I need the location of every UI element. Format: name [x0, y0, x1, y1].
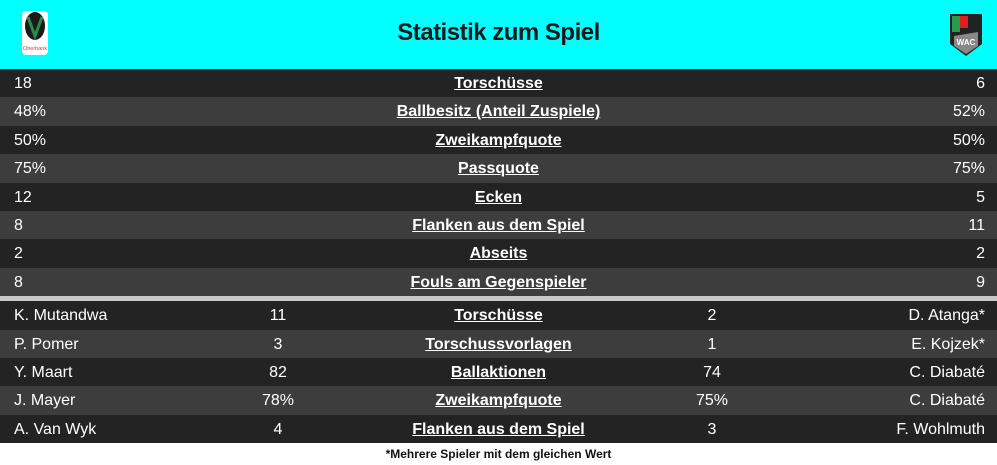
- away-player: C. Diabaté: [909, 363, 985, 381]
- stat-label: Torschussvorlagen: [425, 335, 572, 353]
- home-value: 78%: [261, 392, 295, 410]
- stat-label: Flanken aus dem Spiel: [412, 216, 585, 234]
- player-stat-row: J. Mayer 78% Zweikampfquote 75% C. Diabaté: [0, 386, 997, 415]
- away-team-logo-icon: WAC: [950, 14, 982, 56]
- stat-label: Torschüsse: [454, 307, 543, 325]
- header: Oberbank Statistik zum Spiel WAC: [0, 0, 997, 69]
- home-player: A. Van Wyk: [14, 420, 97, 438]
- home-player: Y. Maart: [14, 363, 73, 381]
- home-value: 3: [273, 335, 283, 353]
- stat-label: Passquote: [458, 160, 539, 178]
- home-logo-text: Oberbank: [23, 46, 47, 52]
- away-logo-text: WAC: [957, 38, 976, 47]
- team-stat-row: 2 Abseits 2: [0, 239, 997, 268]
- away-value: 5: [976, 188, 985, 206]
- home-player: K. Mutandwa: [14, 307, 108, 325]
- section-divider: [0, 296, 997, 302]
- away-value: 6: [976, 75, 985, 92]
- home-value: 4: [273, 420, 283, 438]
- stat-label: Ballaktionen: [450, 363, 547, 381]
- stat-label: Fouls am Gegenspieler: [410, 273, 587, 291]
- away-player: C. Diabaté: [909, 392, 985, 410]
- home-value: 12: [14, 188, 32, 206]
- home-team-logo-icon: Oberbank: [22, 11, 48, 55]
- team-stat-row: 8 Fouls am Gegenspieler 9: [0, 267, 997, 297]
- away-value: 2: [707, 307, 717, 325]
- away-value: 75%: [695, 392, 729, 410]
- home-value: 75%: [14, 160, 47, 178]
- player-stats-table: K. Mutandwa 11 Torschüsse 2 D. Atanga* P. Po…: [0, 301, 997, 444]
- home-value: 8: [14, 216, 23, 234]
- team-stat-row: 12 Ecken 5: [0, 182, 997, 211]
- home-value: 50%: [14, 131, 47, 149]
- away-value: 50%: [952, 131, 985, 149]
- team-stat-row: 48% Ballbesitz (Anteil Zuspiele) 52%: [0, 97, 997, 126]
- home-value: 8: [14, 273, 23, 291]
- stat-label: Zweikampfquote: [435, 131, 562, 149]
- away-value: 74: [703, 363, 721, 381]
- team-stats-table: 18 Torschüsse 6 48% Ballbesitz (Anteil Zusp…: [0, 69, 997, 297]
- away-value: 1: [707, 335, 717, 353]
- team-stat-row: 50% Zweikampfquote 50%: [0, 125, 997, 155]
- team-stat-row: 75% Passquote 75%: [0, 154, 997, 183]
- stat-label: Ecken: [474, 188, 523, 206]
- page-title: Statistik zum Spiel: [397, 19, 600, 46]
- stat-label: Zweikampfquote: [435, 392, 562, 410]
- away-player: E. Kojzek*: [911, 335, 985, 353]
- player-stat-row: A. Van Wyk 4 Flanken aus dem Spiel 3 F. Wohl…: [0, 414, 997, 444]
- footnote: *Mehrere Spieler mit dem gleichen Wert: [385, 447, 612, 462]
- team-stat-row: 18 Torschüsse 6: [0, 69, 997, 98]
- away-player: D. Atanga*: [908, 307, 986, 325]
- away-value: 11: [968, 216, 985, 234]
- away-player: F. Wohlmuth: [896, 420, 985, 438]
- home-value: 11: [269, 307, 287, 325]
- home-value: 18: [14, 75, 32, 92]
- stat-label: Torschüsse: [454, 75, 543, 92]
- away-value: 3: [707, 420, 717, 438]
- away-value: 9: [976, 273, 985, 291]
- stat-label: Ballbesitz (Anteil Zuspiele): [396, 103, 601, 121]
- home-value: 2: [14, 245, 23, 263]
- stat-label: Flanken aus dem Spiel: [412, 420, 585, 438]
- player-stat-row: P. Pomer 3 Torschussvorlagen 1 E. Kojzek*: [0, 329, 997, 358]
- stat-label: Abseits: [469, 245, 528, 263]
- away-value: 2: [976, 245, 985, 263]
- home-value: 82: [269, 363, 287, 381]
- away-value: 75%: [952, 160, 985, 178]
- home-player: P. Pomer: [14, 335, 79, 353]
- team-stat-row: 8 Flanken aus dem Spiel 11: [0, 210, 997, 240]
- player-stat-row: K. Mutandwa 11 Torschüsse 2 D. Atanga*: [0, 301, 997, 330]
- player-stat-row: Y. Maart 82 Ballaktionen 74 C. Diabaté: [0, 357, 997, 387]
- home-value: 48%: [14, 103, 47, 121]
- away-value: 52%: [952, 103, 985, 121]
- home-player: J. Mayer: [14, 392, 76, 410]
